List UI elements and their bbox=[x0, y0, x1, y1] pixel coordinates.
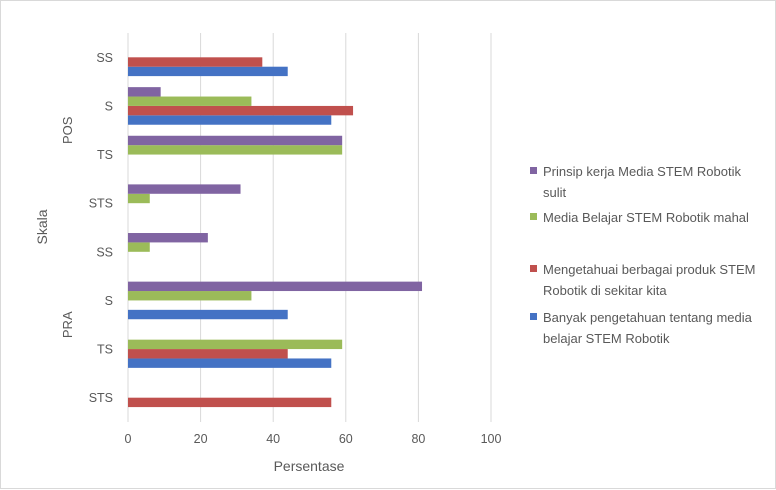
x-tick-label: 20 bbox=[194, 432, 208, 446]
bar bbox=[128, 96, 252, 106]
legend-swatch bbox=[530, 265, 537, 272]
x-tick-label: 100 bbox=[481, 432, 502, 446]
bar bbox=[128, 233, 208, 243]
y-category-label: STS bbox=[89, 391, 113, 405]
bar bbox=[128, 281, 423, 292]
bar bbox=[128, 57, 263, 67]
y-axis-title: Skala bbox=[34, 209, 50, 244]
y-category-label: TS bbox=[97, 343, 113, 357]
y-category-label: S bbox=[105, 294, 113, 308]
bar bbox=[128, 309, 288, 320]
bar bbox=[128, 105, 354, 116]
legend-swatch bbox=[530, 167, 537, 174]
bar bbox=[128, 397, 332, 408]
legend-swatch bbox=[530, 313, 537, 320]
y-category-label: SS bbox=[96, 245, 113, 259]
bar bbox=[128, 145, 343, 155]
bars bbox=[128, 57, 423, 408]
bar bbox=[128, 184, 241, 194]
bar bbox=[128, 358, 332, 368]
legend-swatch bbox=[530, 213, 537, 220]
y-category-label: STS bbox=[89, 197, 113, 211]
bar bbox=[128, 66, 288, 77]
y-group-label: POS bbox=[60, 116, 75, 144]
legend-label: Banyak pengetahuan tentang media belajar … bbox=[543, 310, 753, 346]
y-category-label: TS bbox=[97, 148, 113, 162]
bar bbox=[128, 193, 150, 204]
legend-label: Mengetahuai berbagai produk STEM Robotik … bbox=[543, 262, 755, 298]
bar bbox=[128, 87, 161, 97]
legend: Prinsip kerja Media STEM Robotik sulit Med… bbox=[530, 164, 755, 346]
y-category-label: S bbox=[105, 99, 113, 113]
x-axis-title: Persentase bbox=[274, 458, 345, 474]
bar bbox=[128, 135, 343, 146]
x-tick-label: 80 bbox=[411, 432, 425, 446]
bar bbox=[128, 115, 332, 125]
bar bbox=[128, 339, 343, 350]
x-tick-label: 60 bbox=[339, 432, 353, 446]
bar bbox=[128, 349, 288, 359]
y-group-label: PRA bbox=[60, 311, 75, 338]
x-tick-label: 0 bbox=[125, 432, 132, 446]
bar bbox=[128, 242, 150, 252]
legend-label: Media Belajar STEM Robotik mahal bbox=[543, 210, 749, 225]
x-tick-label: 40 bbox=[266, 432, 280, 446]
legend-label: Prinsip kerja Media STEM Robotik sulit bbox=[543, 164, 741, 200]
y-category-label: SS bbox=[96, 51, 113, 65]
bar bbox=[128, 291, 252, 301]
